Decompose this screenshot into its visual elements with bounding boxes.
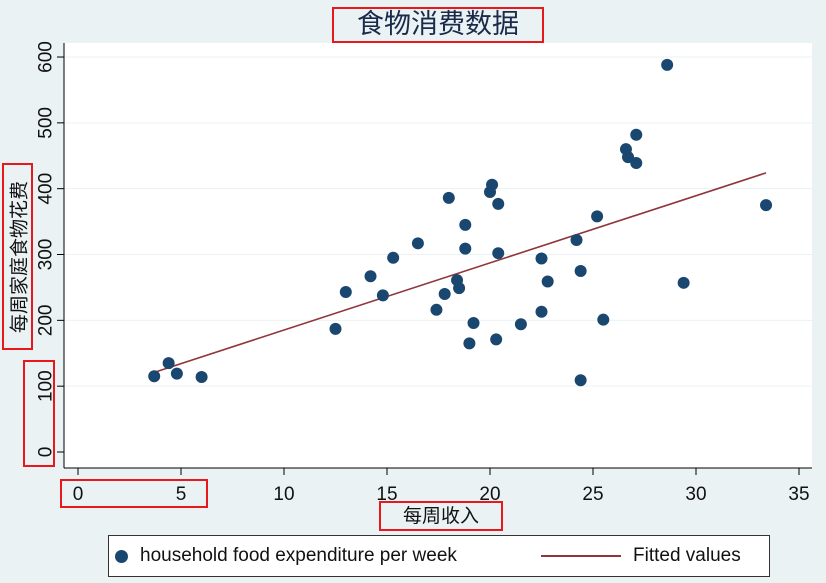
data-point	[630, 157, 643, 170]
y-axis-label-text: 每周家庭食物花费	[8, 180, 30, 333]
chart-title: 食物消费数据	[332, 7, 544, 43]
chart-legend: household food expenditure per week Fitt…	[108, 535, 770, 577]
gridlines	[64, 56, 812, 387]
x-tick-highlight-box	[60, 479, 208, 508]
x-tick-label-35: 35	[788, 484, 809, 505]
x-axis-label: 每周收入	[379, 501, 503, 531]
data-point	[514, 318, 527, 331]
data-point	[467, 316, 480, 329]
y-tick-label-500: 500	[36, 107, 57, 139]
data-point	[459, 242, 472, 255]
data-point	[442, 191, 455, 204]
data-point	[453, 282, 466, 295]
data-point	[162, 357, 175, 370]
y-tick-label-200: 200	[36, 304, 57, 336]
x-tick-label-0: 0	[73, 484, 84, 505]
y-tick-label-400: 400	[36, 173, 57, 205]
legend-marker-dot	[115, 549, 128, 563]
fitted-line	[153, 172, 767, 374]
x-tick-label-15: 15	[376, 484, 397, 505]
data-point	[148, 370, 161, 383]
fitted-line-layer	[153, 172, 767, 374]
data-point	[329, 322, 342, 335]
y-tick-label-100: 100	[36, 370, 57, 402]
data-point	[760, 199, 773, 212]
data-point	[630, 128, 643, 141]
data-point	[364, 270, 377, 283]
x-tick-label-5: 5	[176, 484, 187, 505]
data-point	[661, 58, 674, 71]
data-point	[492, 247, 505, 260]
x-tick-label-30: 30	[685, 484, 706, 505]
data-point	[597, 313, 610, 326]
x-axis-ticks: 0 5 10 15 20 25 30 35	[73, 468, 810, 505]
data-point	[486, 178, 499, 191]
data-point	[339, 286, 352, 299]
legend-label-scatter: household food expenditure per week	[140, 545, 457, 566]
y-axis-ticks: 0 100 200 300 400 500 600	[36, 41, 64, 458]
data-point	[535, 252, 548, 265]
y-axis-label: 每周家庭食物花费	[2, 163, 33, 350]
y-tick-label-600: 600	[36, 41, 57, 73]
y-tick-highlight-box	[23, 360, 55, 467]
data-point	[574, 264, 587, 277]
data-point	[459, 218, 472, 231]
legend-label-fitted: Fitted values	[633, 545, 741, 566]
data-point	[677, 276, 690, 289]
data-point	[570, 234, 583, 247]
data-point	[195, 370, 208, 383]
y-tick-label-0: 0	[36, 447, 57, 458]
data-point	[463, 337, 476, 350]
data-point	[387, 251, 400, 264]
legend-item-fitted: Fitted values	[541, 536, 741, 576]
data-point	[438, 288, 451, 301]
data-point	[492, 197, 505, 210]
data-point	[490, 333, 503, 346]
x-tick-label-25: 25	[582, 484, 603, 505]
data-point	[622, 151, 635, 164]
x-tick-label-10: 10	[273, 484, 294, 505]
data-point	[376, 289, 389, 302]
data-point	[411, 237, 424, 250]
x-tick-label-20: 20	[479, 484, 500, 505]
data-point	[574, 374, 587, 387]
data-point	[170, 367, 183, 380]
scatter-points-layer	[148, 58, 773, 387]
data-point	[541, 275, 554, 288]
data-point	[591, 210, 604, 223]
plot-background	[64, 43, 812, 468]
data-point	[430, 303, 443, 316]
y-tick-label-300: 300	[36, 239, 57, 271]
legend-item-scatter: household food expenditure per week	[115, 536, 457, 576]
data-point	[535, 305, 548, 318]
legend-marker-line	[541, 555, 621, 557]
